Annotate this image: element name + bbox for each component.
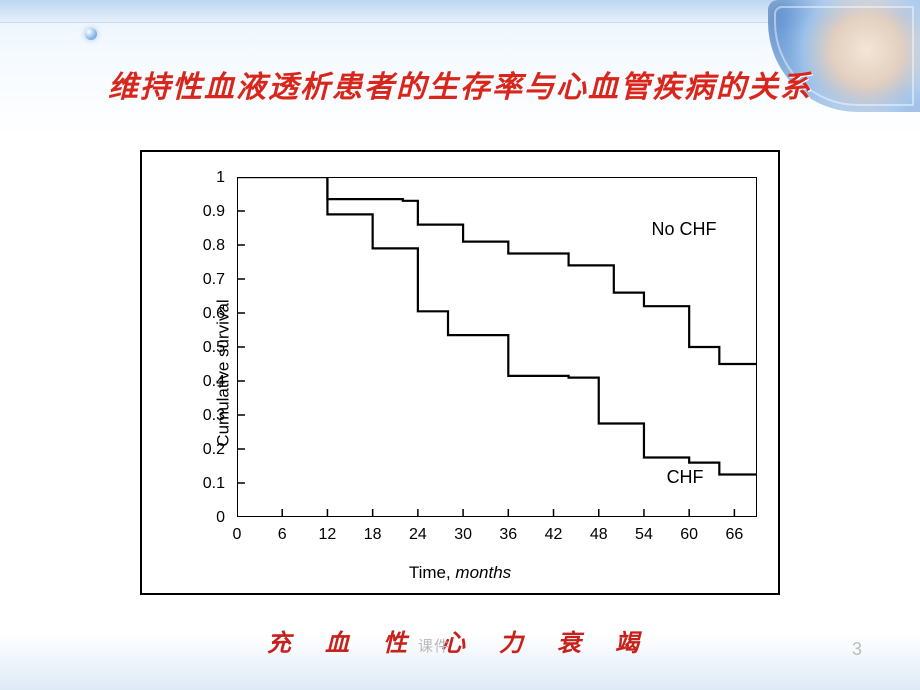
- slide-root: 维持性血液透析患者的生存率与心血管疾病的关系 Cumulative surviv…: [0, 0, 920, 690]
- svg-text:0: 0: [233, 526, 242, 543]
- svg-text:66: 66: [725, 526, 743, 543]
- svg-text:No CHF: No CHF: [651, 219, 716, 239]
- svg-text:30: 30: [454, 526, 472, 543]
- survival-chart: Cumulative survival No CHF CHF 0 6 12 18 24 30…: [140, 150, 780, 595]
- svg-text:0.7: 0.7: [203, 271, 225, 288]
- svg-text:CHF: CHF: [667, 467, 704, 487]
- svg-text:0: 0: [216, 509, 225, 526]
- svg-text:1: 1: [216, 169, 225, 186]
- x-axis-title: Time, months: [142, 563, 778, 583]
- svg-text:48: 48: [590, 526, 608, 543]
- svg-text:18: 18: [364, 526, 382, 543]
- svg-text:0.8: 0.8: [203, 237, 225, 254]
- svg-text:0.1: 0.1: [203, 475, 225, 492]
- svg-text:36: 36: [499, 526, 517, 543]
- slide-title: 维持性血液透析患者的生存率与心血管疾病的关系: [0, 62, 920, 106]
- x-axis-title-italic: months: [455, 563, 511, 582]
- svg-text:54: 54: [635, 526, 653, 543]
- svg-text:12: 12: [319, 526, 337, 543]
- chart-plot-svg: No CHF CHF: [237, 177, 757, 517]
- svg-text:6: 6: [278, 526, 287, 543]
- page-number: 3: [852, 639, 862, 660]
- decor-orb: [85, 28, 97, 40]
- svg-text:60: 60: [680, 526, 698, 543]
- slide-caption: 充 血 性 心 力 衰 竭: [0, 623, 920, 658]
- slide-watermark: 课件: [418, 635, 450, 656]
- svg-text:24: 24: [409, 526, 427, 543]
- svg-text:0.9: 0.9: [203, 203, 225, 220]
- svg-text:42: 42: [545, 526, 563, 543]
- x-axis-title-plain: Time,: [409, 563, 456, 582]
- y-axis-title: Cumulative survival: [214, 299, 234, 446]
